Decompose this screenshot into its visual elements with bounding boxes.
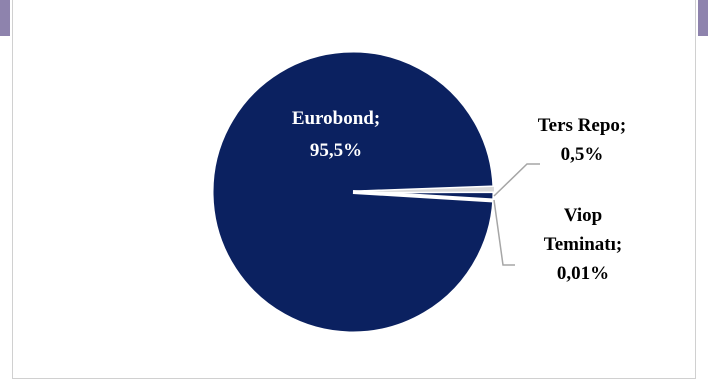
label-viop-value: 0,01%: [557, 263, 609, 284]
label-viop-name-line2: Teminatı;: [544, 234, 622, 255]
slice-separator: [352, 190, 494, 203]
slice-viop-teminati: [353, 191, 494, 192]
slice-eurobond: [210, 49, 496, 335]
leader-lines: [493, 163, 540, 266]
pie-slices: [210, 49, 496, 335]
slice-ters-repo: [353, 186, 494, 192]
corner-accent-right: [698, 0, 708, 36]
label-eurobond-name: Eurobond;: [292, 108, 380, 129]
leader-viop-teminati: [493, 199, 515, 266]
leader-ters-repo: [493, 163, 540, 197]
label-ters-repo-value: 0,5%: [561, 144, 604, 165]
label-eurobond-value: 95,5%: [310, 140, 362, 161]
label-ters-repo-name: Ters Repo;: [538, 115, 627, 136]
label-viop-name-line1: Viop: [564, 205, 602, 226]
corner-accent-left: [0, 0, 10, 36]
